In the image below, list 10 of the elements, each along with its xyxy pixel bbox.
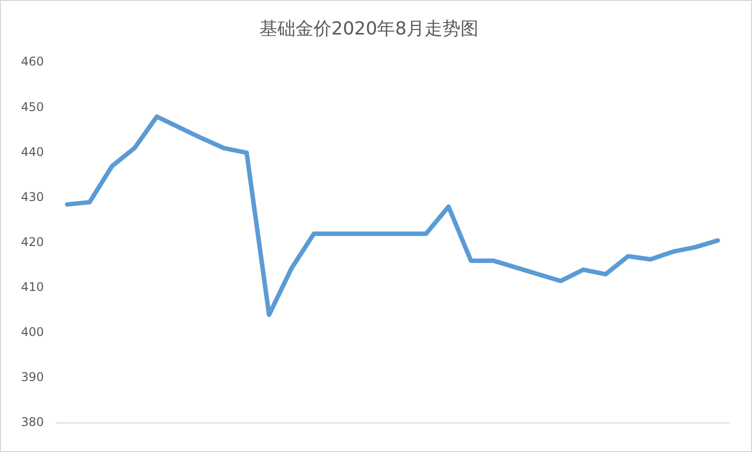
y-tick-label: 430 — [21, 190, 44, 204]
y-tick-label: 460 — [21, 54, 44, 69]
y-tick-label: 380 — [21, 414, 44, 429]
y-tick-label: 440 — [21, 144, 44, 159]
y-tick-label: 390 — [21, 370, 44, 384]
y-tick-label: 410 — [21, 280, 44, 294]
chart-title: 基础金价2020年8月走势图 — [259, 18, 479, 40]
y-tick-label: 450 — [21, 100, 44, 114]
y-tick-label: 400 — [21, 324, 44, 339]
y-tick-label: 420 — [21, 234, 44, 249]
